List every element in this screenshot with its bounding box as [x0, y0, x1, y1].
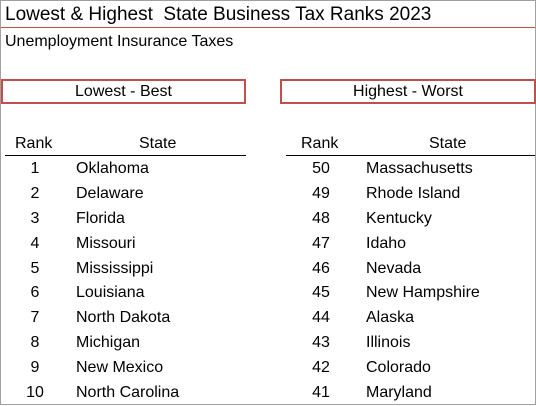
- state-cell: Colorado: [366, 359, 431, 377]
- highest-section-label: Highest - Worst: [280, 79, 536, 104]
- rank-cell: 50: [312, 160, 330, 177]
- page-title: Lowest & Highest State Business Tax Rank…: [1, 1, 535, 28]
- lowest-table: 1 Oklahoma 2 Delaware 3 Florida 4 Missouri 5…: [5, 157, 265, 406]
- table-row: 8 Michigan: [5, 331, 265, 356]
- rank-cell: 49: [312, 184, 330, 202]
- state-cell: Louisiana: [76, 284, 145, 302]
- table-row: 10 North Carolina: [5, 381, 265, 406]
- table-row: 48 Kentucky: [291, 207, 536, 232]
- state-cell: Massachusetts: [366, 160, 473, 177]
- table-row: 44 Alaska: [291, 306, 536, 331]
- state-cell: New Hampshire: [366, 284, 480, 302]
- highest-state-header: State: [429, 135, 467, 152]
- state-cell: Alaska: [366, 309, 415, 327]
- rank-cell: 10: [26, 384, 44, 402]
- state-cell: North Carolina: [76, 384, 180, 402]
- rank-cell: 44: [312, 309, 330, 327]
- state-cell: Nevada: [366, 259, 422, 277]
- rank-cell: 4: [30, 234, 40, 252]
- state-cell: Rhode Island: [366, 184, 461, 202]
- lowest-header-rule: [5, 155, 246, 156]
- table-row: 9 New Mexico: [5, 356, 265, 381]
- rank-cell: 5: [30, 259, 40, 277]
- state-cell: New Mexico: [76, 359, 164, 377]
- table-row: 50 Massachusetts: [291, 157, 536, 182]
- state-cell: Florida: [76, 209, 125, 227]
- rank-cell: 9: [30, 359, 40, 377]
- table-row: 6 Louisiana: [5, 281, 265, 306]
- rank-cell: 1: [30, 160, 40, 177]
- rank-cell: 6: [30, 284, 40, 302]
- table-row: 41 Maryland: [291, 381, 536, 406]
- highest-rank-header: Rank: [301, 135, 339, 152]
- table-row: 4 Missouri: [5, 232, 265, 257]
- table-row: 45 New Hampshire: [291, 281, 536, 306]
- page-subtitle: Unemployment Insurance Taxes: [5, 33, 234, 50]
- table-row: 43 Illinois: [291, 331, 536, 356]
- table-row: 7 North Dakota: [5, 306, 265, 331]
- lowest-rank-header: Rank: [15, 135, 53, 152]
- rank-cell: 8: [30, 334, 40, 352]
- rank-cell: 7: [30, 309, 40, 327]
- highest-header-rule: [286, 155, 535, 156]
- rank-cell: 2: [30, 184, 40, 202]
- state-cell: Illinois: [366, 334, 411, 352]
- table-row: 46 Nevada: [291, 257, 536, 282]
- table-row: 42 Colorado: [291, 356, 536, 381]
- rank-cell: 47: [312, 234, 330, 252]
- state-cell: Oklahoma: [76, 160, 149, 177]
- lowest-state-header: State: [139, 135, 177, 152]
- table-row: 5 Mississippi: [5, 257, 265, 282]
- rank-cell: 48: [312, 209, 330, 227]
- table-row: 3 Florida: [5, 207, 265, 232]
- state-cell: Michigan: [76, 334, 141, 352]
- state-cell: Missouri: [76, 234, 136, 252]
- state-cell: Maryland: [366, 384, 432, 402]
- rank-cell: 46: [312, 259, 330, 277]
- rank-cell: 41: [312, 384, 330, 402]
- rank-cell: 45: [312, 284, 330, 302]
- state-cell: Kentucky: [366, 209, 432, 227]
- table-row: 2 Delaware: [5, 182, 265, 207]
- state-cell: Delaware: [76, 184, 144, 202]
- table-row: 49 Rhode Island: [291, 182, 536, 207]
- state-cell: Mississippi: [76, 259, 154, 277]
- rank-cell: 3: [30, 209, 40, 227]
- table-row: 47 Idaho: [291, 232, 536, 257]
- highest-table: 50 Massachusetts 49 Rhode Island 48 Kentuck…: [291, 157, 536, 406]
- rank-cell: 43: [312, 334, 330, 352]
- table-row: 1 Oklahoma: [5, 157, 265, 182]
- state-cell: Idaho: [366, 234, 407, 252]
- rank-cell: 42: [312, 359, 330, 377]
- state-cell: North Dakota: [76, 309, 171, 327]
- lowest-section-label: Lowest - Best: [1, 79, 246, 104]
